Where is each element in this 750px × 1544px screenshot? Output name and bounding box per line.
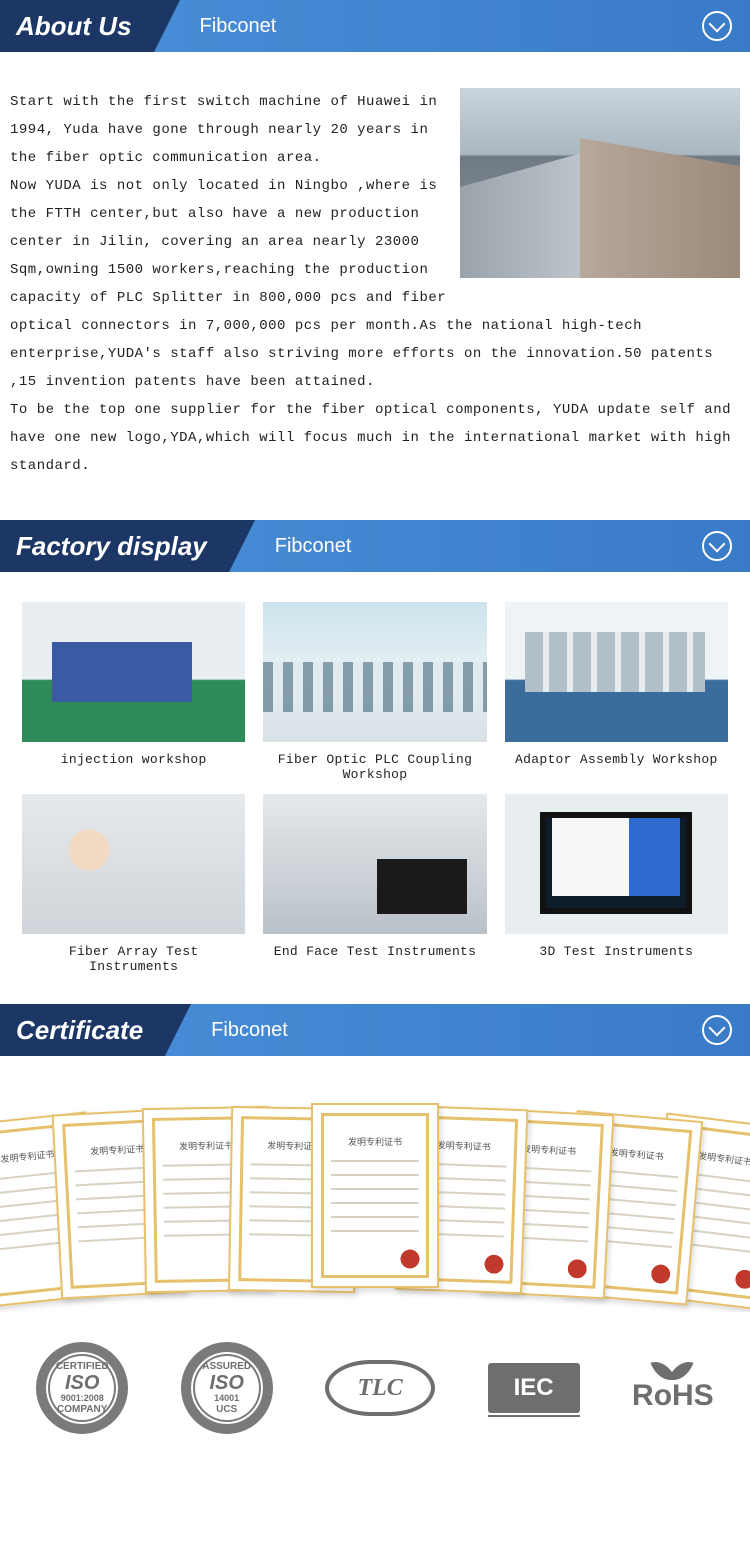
iec-badge: IEC [488, 1363, 580, 1413]
iso14001-badge: ASSURED ISO 14001 UCS [181, 1342, 273, 1434]
iso2-big: ISO [209, 1372, 243, 1394]
gallery-item: End Face Test Instruments [263, 794, 486, 974]
iso9001-badge: CERTIFIED ISO 9001:2008 COMPANY [36, 1342, 128, 1434]
certificate-brand: Fibconet [211, 1019, 288, 1042]
rohs-text: RoHS [632, 1379, 714, 1412]
about-brand: Fibconet [200, 15, 277, 38]
about-content: Start with the first switch machine of H… [0, 58, 750, 520]
gallery-caption: Fiber Optic PLC Coupling Workshop [263, 752, 486, 782]
certificate-doc-title: 发明专利证书 [313, 1135, 436, 1148]
gallery-caption: End Face Test Instruments [263, 944, 486, 959]
iso2-sub: 14001 [214, 1394, 239, 1404]
gallery-item: 3D Test Instruments [505, 794, 728, 974]
gallery-item: Adaptor Assembly Workshop [505, 602, 728, 782]
about-building-image [460, 88, 740, 278]
gallery-image [263, 602, 486, 742]
certificate-doc: 发明专利证书 [311, 1103, 438, 1288]
gallery-caption: Fiber Array Test Instruments [22, 944, 245, 974]
chevron-down-icon[interactable] [702, 531, 732, 561]
factory-brand: Fibconet [275, 535, 352, 558]
gallery-image [22, 794, 245, 934]
certificate-title: Certificate [0, 1004, 165, 1056]
gallery-caption: 3D Test Instruments [505, 944, 728, 959]
chevron-down-icon[interactable] [702, 11, 732, 41]
about-title: About Us [0, 0, 154, 52]
gallery-caption: Adaptor Assembly Workshop [505, 752, 728, 767]
tlc-badge: TLC [325, 1360, 435, 1416]
factory-header: Factory display Fibconet [0, 520, 750, 572]
gallery-item: Fiber Optic PLC Coupling Workshop [263, 602, 486, 782]
gallery-item: Fiber Array Test Instruments [22, 794, 245, 974]
rohs-badge: RoHS [632, 1363, 714, 1413]
iso1-big: ISO [65, 1372, 99, 1394]
about-header: About Us Fibconet [0, 0, 750, 52]
chevron-down-icon[interactable] [702, 1015, 732, 1045]
certificate-fan: 发明专利证书发明专利证书发明专利证书发明专利证书发明专利证书发明专利证书发明专利… [0, 1062, 750, 1312]
tlc-text: TLC [325, 1360, 435, 1416]
iso1-sub: 9001:2008 [61, 1394, 104, 1404]
iso1-bottom: COMPANY [57, 1404, 107, 1415]
gallery-caption: injection workshop [22, 752, 245, 767]
gallery-image [505, 794, 728, 934]
iec-text: IEC [488, 1363, 580, 1413]
factory-gallery: injection workshop Fiber Optic PLC Coupli… [0, 578, 750, 1004]
iso1-top: CERTIFIED [56, 1361, 109, 1372]
iso2-bottom: UCS [216, 1404, 237, 1415]
certificate-header: Certificate Fibconet [0, 1004, 750, 1056]
factory-title: Factory display [0, 520, 229, 572]
iso2-top: ASSURED [202, 1361, 251, 1372]
gallery-image [22, 602, 245, 742]
gallery-image [505, 602, 728, 742]
gallery-image [263, 794, 486, 934]
badge-row: CERTIFIED ISO 9001:2008 COMPANY ASSURED … [0, 1312, 750, 1464]
gallery-item: injection workshop [22, 602, 245, 782]
